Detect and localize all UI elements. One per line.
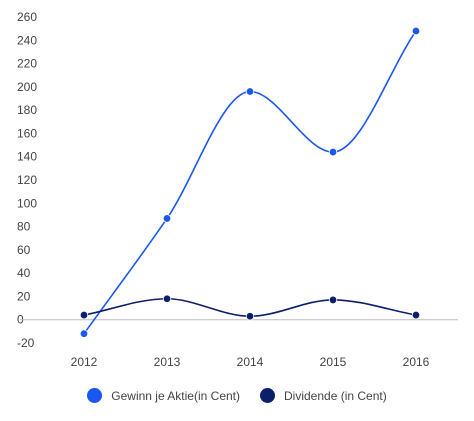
legend-swatch-gewinn — [87, 388, 103, 403]
y-tick-label: 240 — [17, 33, 37, 47]
y-tick-label: 80 — [17, 220, 31, 234]
legend-swatch-dividende — [260, 388, 275, 403]
series-0-point-3[interactable] — [328, 147, 338, 157]
series-1-point-0[interactable] — [79, 310, 89, 320]
series-1-point-1[interactable] — [162, 294, 172, 303]
x-axis-ticks: 2012 2013 2014 2015 2016 — [71, 355, 430, 369]
y-tick-label: 180 — [17, 103, 37, 117]
legend-label-dividende: Dividende (in Cent) — [284, 388, 387, 403]
y-tick-label: 260 — [17, 10, 37, 24]
x-tick-label: 2016 — [403, 355, 430, 369]
series-1-point-3[interactable] — [328, 295, 338, 305]
y-tick-label: 160 — [17, 126, 37, 140]
y-tick-label: 140 — [17, 150, 37, 164]
y-tick-label: 40 — [17, 266, 31, 280]
x-tick-label: 2015 — [320, 355, 347, 369]
x-tick-label: 2013 — [154, 355, 181, 369]
series-0-point-4[interactable] — [411, 26, 421, 36]
x-tick-label: 2014 — [237, 355, 264, 369]
legend-item-gewinn[interactable]: Gewinn je Aktie(in Cent) — [87, 388, 240, 403]
y-tick-label: 200 — [17, 80, 37, 94]
x-tick-label: 2012 — [71, 355, 98, 369]
y-tick-label: 220 — [17, 57, 37, 71]
series-line-0 — [83, 30, 417, 335]
y-tick-label: 20 — [17, 289, 31, 303]
legend-label-gewinn: Gewinn je Aktie(in Cent) — [111, 388, 240, 403]
series-0-point-2[interactable] — [245, 87, 255, 96]
legend: Gewinn je Aktie(in Cent) Dividende (in C… — [0, 388, 474, 403]
y-tick-label: 100 — [17, 196, 37, 210]
line-chart: -20020406080100120140160180200220240260 … — [17, 10, 458, 369]
y-tick-label: 60 — [17, 243, 31, 257]
series-lines — [83, 30, 417, 335]
y-tick-label: -20 — [17, 336, 35, 350]
series-0-point-0[interactable] — [79, 329, 89, 338]
series-0-point-1[interactable] — [162, 214, 172, 223]
series-1-point-2[interactable] — [245, 312, 255, 321]
y-tick-label: 120 — [17, 173, 37, 187]
series-points — [79, 26, 421, 338]
series-1-point-4[interactable] — [411, 310, 421, 320]
legend-item-dividende[interactable]: Dividende (in Cent) — [260, 388, 387, 403]
